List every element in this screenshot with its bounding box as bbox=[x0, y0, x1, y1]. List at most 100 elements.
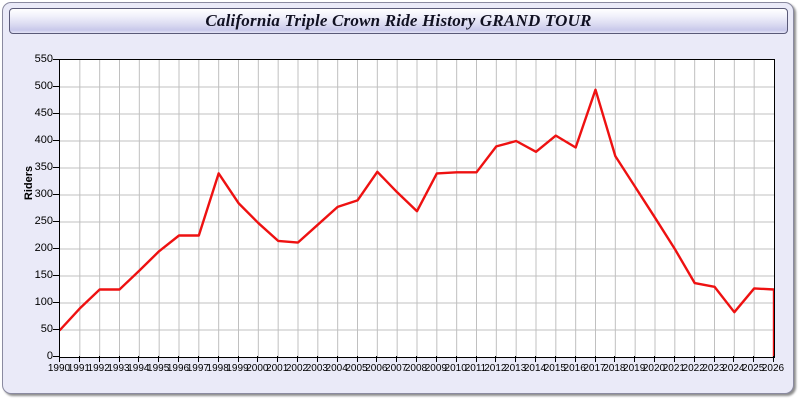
x-tick-mark bbox=[456, 356, 457, 362]
y-tick-label: 350 bbox=[34, 161, 53, 173]
x-tick-mark bbox=[773, 356, 774, 362]
x-tick-label: 2012 bbox=[484, 363, 507, 374]
y-tick-label: 550 bbox=[34, 53, 53, 65]
y-tick-label: 0 bbox=[46, 350, 53, 362]
x-tick-mark bbox=[218, 356, 219, 362]
y-tick-label: 500 bbox=[34, 80, 53, 92]
x-tick-mark bbox=[158, 356, 159, 362]
x-tick-label: 1995 bbox=[147, 363, 170, 374]
x-tick-label: 2009 bbox=[424, 363, 447, 374]
x-axis-tick-labels: 1990 1991 1992 1993 1994 1995 1996 1997 1998 1999… bbox=[48, 363, 784, 381]
x-tick-mark bbox=[238, 356, 239, 362]
y-tick-label: 300 bbox=[34, 188, 53, 200]
x-tick-label: 2018 bbox=[603, 363, 626, 374]
grid-lines bbox=[60, 60, 774, 357]
y-tick-mark bbox=[53, 275, 59, 276]
x-tick-label: 2011 bbox=[464, 363, 487, 374]
y-tick-mark bbox=[53, 356, 59, 357]
x-tick-mark bbox=[79, 356, 80, 362]
x-tick-label: 1994 bbox=[127, 363, 150, 374]
x-tick-label: 2006 bbox=[365, 363, 388, 374]
y-tick-mark bbox=[53, 302, 59, 303]
x-tick-mark bbox=[674, 356, 675, 362]
y-tick-label: 50 bbox=[40, 323, 53, 335]
x-tick-mark bbox=[555, 356, 556, 362]
x-tick-label: 2014 bbox=[523, 363, 547, 374]
y-tick-label: 400 bbox=[34, 134, 53, 146]
plot-area bbox=[59, 59, 775, 358]
x-tick-mark bbox=[733, 356, 734, 362]
x-tick-mark bbox=[99, 356, 100, 362]
x-tick-mark bbox=[59, 356, 60, 362]
x-tick-mark bbox=[376, 356, 377, 362]
x-tick-label: 2017 bbox=[583, 363, 606, 374]
x-tick-label: 2007 bbox=[385, 363, 408, 374]
x-tick-mark bbox=[396, 356, 397, 362]
y-axis-tick-labels: 0 50 100 150 200 250 300 350 400 450 500 550 bbox=[3, 53, 53, 362]
x-tick-mark bbox=[119, 356, 120, 362]
y-tick-mark bbox=[53, 113, 59, 114]
x-tick-label: 1991 bbox=[67, 363, 90, 374]
x-tick-mark bbox=[714, 356, 715, 362]
x-tick-label: 2024 bbox=[722, 363, 745, 374]
x-tick-mark bbox=[575, 356, 576, 362]
x-tick-label: 2025 bbox=[742, 363, 765, 374]
y-tick-label: 450 bbox=[34, 107, 53, 119]
x-tick-label: 2003 bbox=[305, 363, 328, 374]
y-tick-mark bbox=[53, 140, 59, 141]
x-tick-mark bbox=[257, 356, 258, 362]
y-tick-label: 200 bbox=[34, 242, 53, 254]
x-tick-label: 1990 bbox=[47, 363, 71, 374]
x-tick-mark bbox=[357, 356, 358, 362]
x-tick-label: 2021 bbox=[662, 363, 685, 374]
x-tick-label: 2016 bbox=[563, 363, 586, 374]
y-tick-label: 150 bbox=[34, 269, 53, 281]
x-tick-label: 2000 bbox=[246, 363, 269, 374]
y-tick-mark bbox=[53, 167, 59, 168]
y-tick-mark bbox=[53, 86, 59, 87]
x-tick-label: 1998 bbox=[206, 363, 229, 374]
x-tick-label: 2010 bbox=[444, 363, 467, 374]
x-tick-label: 2001 bbox=[266, 363, 289, 374]
y-tick-label: 100 bbox=[34, 296, 53, 308]
x-tick-mark bbox=[317, 356, 318, 362]
x-tick-mark bbox=[634, 356, 635, 362]
x-tick-mark bbox=[515, 356, 516, 362]
y-tick-mark bbox=[53, 221, 59, 222]
x-tick-mark bbox=[277, 356, 278, 362]
x-tick-label: 2022 bbox=[682, 363, 705, 374]
x-tick-label: 1997 bbox=[186, 363, 209, 374]
x-tick-label: 1992 bbox=[87, 363, 110, 374]
y-axis-tick-marks bbox=[3, 59, 59, 357]
x-tick-label: 2023 bbox=[702, 363, 725, 374]
x-tick-mark bbox=[198, 356, 199, 362]
y-tick-mark bbox=[53, 194, 59, 195]
x-tick-label: 2020 bbox=[642, 363, 666, 374]
x-tick-mark bbox=[595, 356, 596, 362]
x-tick-mark bbox=[297, 356, 298, 362]
y-tick-mark bbox=[53, 329, 59, 330]
x-tick-mark bbox=[138, 356, 139, 362]
x-tick-label: 2015 bbox=[543, 363, 566, 374]
x-tick-mark bbox=[654, 356, 655, 362]
y-tick-mark bbox=[53, 59, 59, 60]
data-line-series bbox=[60, 88, 774, 357]
x-tick-mark bbox=[178, 356, 179, 362]
x-axis-tick-marks bbox=[59, 356, 775, 364]
title-bar: California Triple Crown Ride History GRA… bbox=[9, 8, 788, 34]
x-tick-label: 2013 bbox=[504, 363, 527, 374]
x-tick-label: 2008 bbox=[404, 363, 428, 374]
x-tick-mark bbox=[535, 356, 536, 362]
x-tick-mark bbox=[614, 356, 615, 362]
x-tick-mark bbox=[476, 356, 477, 362]
chart-window: California Triple Crown Ride History GRA… bbox=[2, 2, 794, 394]
x-tick-mark bbox=[337, 356, 338, 362]
x-tick-label: 1999 bbox=[226, 363, 249, 374]
x-tick-label: 1993 bbox=[107, 363, 130, 374]
x-tick-mark bbox=[416, 356, 417, 362]
x-tick-mark bbox=[694, 356, 695, 362]
x-tick-label: 2026 bbox=[761, 363, 785, 374]
x-tick-mark bbox=[436, 356, 437, 362]
plot-region: Riders 0 50 100 150 200 250 300 350 400 450 500 550… bbox=[3, 37, 793, 393]
x-tick-label: 1996 bbox=[166, 363, 190, 374]
